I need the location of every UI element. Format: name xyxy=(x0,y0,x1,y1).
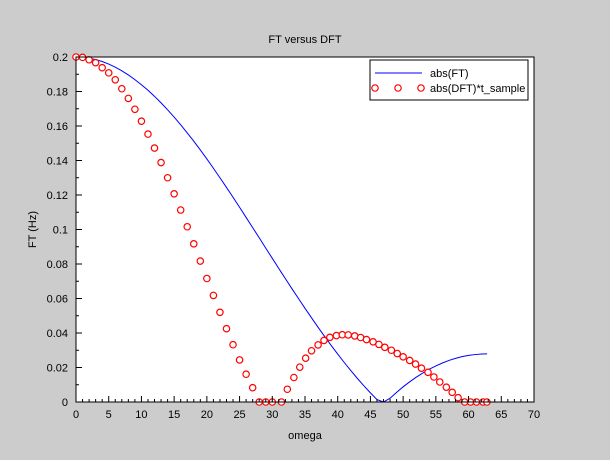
legend: abs(FT) abs(DFT)*t_sample xyxy=(369,59,529,101)
series-marker-abs-dft xyxy=(387,346,396,355)
series-marker-abs-dft xyxy=(320,336,328,345)
legend-label-abs-ft: abs(FT) xyxy=(430,68,469,80)
x-axis-label: omega xyxy=(288,430,323,442)
series-marker-abs-dft xyxy=(375,340,383,349)
y-tick-label: 0 xyxy=(62,397,68,409)
series-marker-abs-dft xyxy=(242,370,250,379)
series-marker-abs-dft xyxy=(442,383,451,391)
series-marker-abs-dft xyxy=(295,363,304,371)
series-marker-abs-dft xyxy=(222,324,231,333)
series-marker-abs-dft xyxy=(307,346,316,355)
series-marker-abs-dft xyxy=(301,354,310,362)
series-marker-abs-dft xyxy=(144,130,152,138)
series-marker-abs-dft xyxy=(203,274,211,283)
series-marker-abs-dft xyxy=(118,84,126,93)
series-marker-abs-dft xyxy=(196,257,205,265)
series-marker-abs-dft xyxy=(189,240,198,248)
legend-label-abs-dft: abs(DFT)*t_sample xyxy=(430,83,525,95)
series-line-abs-ft xyxy=(75,56,488,403)
legend-marker-swatch xyxy=(394,84,402,92)
series-marker-abs-dft xyxy=(157,158,165,167)
series-marker-abs-dft xyxy=(393,349,402,358)
chart-title: FT versus DFT xyxy=(268,34,341,46)
series-marker-abs-dft xyxy=(417,364,426,372)
series-marker-abs-dft xyxy=(424,368,432,377)
series-marker-abs-dft xyxy=(131,105,139,114)
series-marker-abs-dft xyxy=(235,356,244,364)
x-tick-label: 35 xyxy=(299,409,311,421)
series-marker-abs-dft xyxy=(326,333,334,342)
series-marker-abs-dft xyxy=(163,173,172,182)
x-tick-label: 25 xyxy=(233,409,245,421)
x-tick-label: 30 xyxy=(266,409,278,421)
series-marker-abs-dft xyxy=(290,373,298,382)
legend-marker-swatch xyxy=(417,84,425,92)
series-marker-abs-dft xyxy=(216,308,224,317)
series-marker-abs-dft xyxy=(183,222,192,231)
series-marker-abs-dft xyxy=(229,340,237,349)
x-tick-label: 60 xyxy=(462,409,474,421)
x-tick-label: 65 xyxy=(495,409,507,421)
series-marker-abs-dft xyxy=(430,373,438,381)
series-marker-abs-dft xyxy=(314,341,322,349)
y-axis-label: FT (Hz) xyxy=(27,211,39,248)
y-tick-label: 0.2 xyxy=(53,52,68,64)
series-marker-abs-dft xyxy=(248,383,257,392)
legend-box xyxy=(369,59,529,101)
x-tick-label: 20 xyxy=(201,409,213,421)
x-tick-label: 70 xyxy=(528,409,540,421)
series-layer xyxy=(72,53,491,406)
series-marker-abs-dft xyxy=(137,117,146,125)
series-marker-abs-dft xyxy=(344,331,352,339)
series-marker-abs-dft xyxy=(91,58,100,67)
y-tick-label: 0.02 xyxy=(47,363,68,375)
series-marker-abs-dft xyxy=(209,291,218,300)
series-marker-abs-dft xyxy=(411,360,420,368)
x-tick-label: 0 xyxy=(73,409,79,421)
x-tick-label: 5 xyxy=(106,409,112,421)
series-marker-abs-dft xyxy=(435,378,444,386)
x-tick-label: 40 xyxy=(332,409,344,421)
x-tick-label: 50 xyxy=(397,409,409,421)
y-tick-label: 0.1 xyxy=(53,225,68,237)
y-tick-label: 0.06 xyxy=(47,294,68,306)
series-marker-abs-dft xyxy=(98,63,106,72)
series-marker-abs-dft xyxy=(170,189,178,198)
axes-layer: 0 5 10 15 20 25 30 35 40 45 50 55 60 65 70 0 0.02 0.04 0.0… xyxy=(47,52,541,421)
series-marker-abs-dft xyxy=(104,69,113,77)
x-tick-label: 15 xyxy=(168,409,180,421)
series-marker-abs-dft xyxy=(399,353,407,361)
legend-marker-swatch xyxy=(371,84,379,92)
x-tick-label: 55 xyxy=(430,409,442,421)
series-marker-abs-dft xyxy=(362,335,371,344)
series-marker-abs-dft xyxy=(454,393,462,402)
plot-area-background xyxy=(76,57,534,402)
x-tick-label: 10 xyxy=(135,409,147,421)
series-marker-abs-dft xyxy=(176,206,185,214)
series-marker-abs-dft xyxy=(405,356,414,365)
series-marker-abs-dft xyxy=(111,75,120,84)
x-tick-label: 45 xyxy=(364,409,376,421)
series-marker-abs-dft xyxy=(85,55,93,64)
y-tick-label: 0.12 xyxy=(47,190,68,202)
series-marker-abs-dft xyxy=(283,385,292,394)
y-tick-label: 0.14 xyxy=(47,156,68,168)
y-tick-label: 0.08 xyxy=(47,259,68,271)
y-tick-label: 0.16 xyxy=(47,121,68,133)
series-marker-abs-dft xyxy=(448,388,457,397)
series-marker-abs-dft xyxy=(124,94,133,103)
series-marker-abs-dft xyxy=(150,144,159,152)
y-tick-label: 0.04 xyxy=(47,328,68,340)
series-marker-abs-dft xyxy=(381,343,389,352)
y-tick-label: 0.18 xyxy=(47,87,68,99)
